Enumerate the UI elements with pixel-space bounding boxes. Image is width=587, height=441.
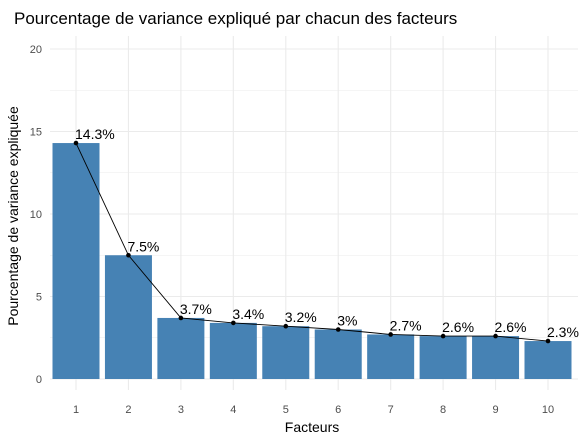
- bar: [524, 341, 572, 379]
- data-label: 7.5%: [127, 238, 159, 254]
- y-tick-label: 20: [30, 44, 42, 56]
- y-tick-labels: 0 5 10 15 20: [30, 44, 42, 386]
- line-layer: [75, 142, 549, 342]
- bar: [209, 322, 257, 379]
- data-point: [493, 333, 498, 339]
- bars-layer: [52, 143, 572, 379]
- data-label: 3%: [337, 313, 357, 329]
- bar: [314, 329, 362, 379]
- chart-title: Pourcentage de variance expliqué par cha…: [14, 9, 457, 28]
- data-label: 3.4%: [232, 306, 264, 322]
- y-axis-title: Pourcentage de variance expliquée: [5, 106, 21, 326]
- data-label: 2.6%: [495, 319, 527, 335]
- data-point: [231, 320, 236, 326]
- data-point: [388, 332, 393, 337]
- x-tick-label: 4: [230, 404, 236, 416]
- bar: [157, 317, 205, 379]
- data-label: 3.7%: [180, 301, 212, 317]
- x-tick-labels: 1 2 3 4 5 6 7 8 9 10: [73, 404, 554, 416]
- data-label: 3.2%: [285, 309, 317, 325]
- bar: [472, 336, 520, 379]
- data-point: [545, 338, 551, 344]
- x-axis-title: Facteurs: [285, 419, 339, 435]
- bar: [262, 326, 310, 379]
- x-tick-label: 5: [283, 404, 289, 416]
- x-tick-label: 7: [388, 404, 394, 416]
- x-tick-label: 3: [178, 404, 184, 416]
- x-tick-label: 10: [542, 404, 554, 416]
- data-label: 2.3%: [547, 324, 579, 340]
- data-point: [440, 333, 446, 339]
- bar: [52, 143, 100, 379]
- x-tick-label: 1: [73, 404, 79, 416]
- x-tick-label: 6: [335, 404, 341, 416]
- data-labels-layer: 14.3% 7.5% 3.7% 3.4% 3.2% 3% 2.7% 2.6% 2.6% 2.3%: [75, 126, 579, 340]
- bar: [419, 336, 467, 379]
- data-label: 2.7%: [390, 317, 422, 333]
- y-tick-label: 5: [36, 292, 42, 304]
- data-point: [335, 327, 341, 332]
- data-point: [283, 323, 289, 329]
- x-tick-label: 2: [125, 404, 131, 416]
- data-label: 14.3%: [75, 126, 115, 142]
- bar: [104, 255, 152, 379]
- data-point: [73, 140, 79, 146]
- data-point: [178, 315, 184, 321]
- y-tick-label: 15: [30, 127, 42, 139]
- bar: [367, 334, 415, 379]
- data-label: 2.6%: [442, 319, 474, 335]
- points-layer: [73, 140, 551, 344]
- x-tick-label: 8: [440, 404, 446, 416]
- y-tick-label: 10: [30, 209, 42, 221]
- data-point: [126, 252, 131, 258]
- series-line: [75, 142, 549, 342]
- x-tick-label: 9: [492, 404, 498, 416]
- y-tick-label: 0: [36, 374, 42, 386]
